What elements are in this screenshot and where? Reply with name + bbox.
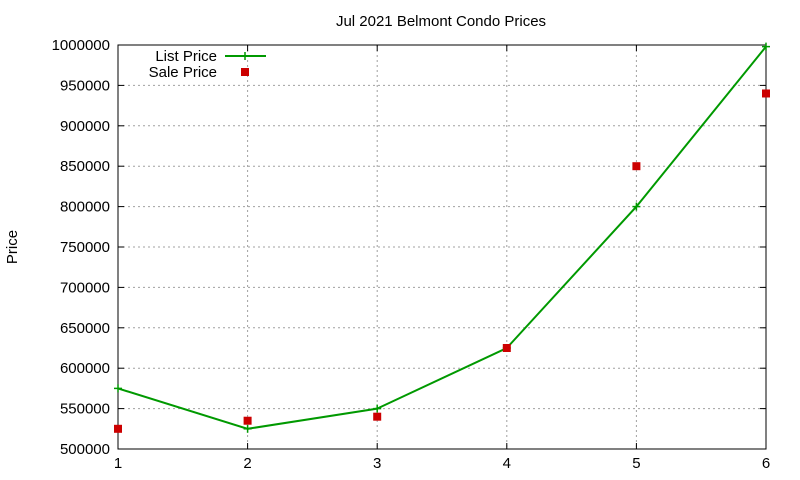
data-point	[632, 202, 641, 211]
axis-ticks: 500000 550000 600000 650000 700000 750000 8000…	[52, 37, 771, 472]
legend-label: Sale Price	[149, 64, 217, 81]
x-tick-label: 6	[762, 455, 770, 472]
chart-title: Jul 2021 Belmont Condo Prices	[336, 13, 546, 30]
data-point	[502, 344, 511, 352]
series-1	[114, 89, 770, 433]
data-point	[373, 412, 382, 421]
series-0	[114, 42, 770, 433]
y-axis-label: Price	[4, 230, 21, 264]
y-tick-label: 750000	[60, 239, 110, 256]
grid	[118, 45, 766, 449]
series	[114, 42, 770, 433]
y-tick-label: 550000	[60, 401, 110, 418]
x-tick-label: 5	[632, 455, 640, 472]
y-tick-label: 500000	[60, 441, 110, 458]
y-tick-label: 650000	[60, 320, 110, 337]
x-tick-label: 4	[503, 455, 511, 472]
y-tick-label: 600000	[60, 360, 110, 377]
plot-frame	[117, 44, 767, 450]
x-tick-label: 1	[114, 455, 122, 472]
data-point	[114, 384, 122, 393]
data-point	[762, 89, 770, 98]
data-point	[762, 42, 770, 51]
x-tick-label: 3	[373, 455, 381, 472]
y-tick-label: 700000	[60, 279, 110, 296]
series-line	[117, 45, 767, 430]
y-tick-label: 900000	[60, 118, 110, 135]
y-tick-label: 800000	[60, 199, 110, 216]
data-point	[114, 424, 122, 433]
data-point	[373, 404, 382, 413]
legend-marker	[241, 68, 249, 76]
x-tick-label: 2	[243, 455, 251, 472]
legend-label: List Price	[155, 48, 217, 65]
y-tick-label: 850000	[60, 158, 110, 175]
legend-marker	[241, 52, 249, 60]
y-tick-label: 950000	[60, 77, 110, 94]
data-point	[243, 424, 252, 433]
y-tick-label: 1000000	[52, 37, 110, 54]
data-point	[632, 162, 641, 171]
data-point	[243, 416, 252, 425]
